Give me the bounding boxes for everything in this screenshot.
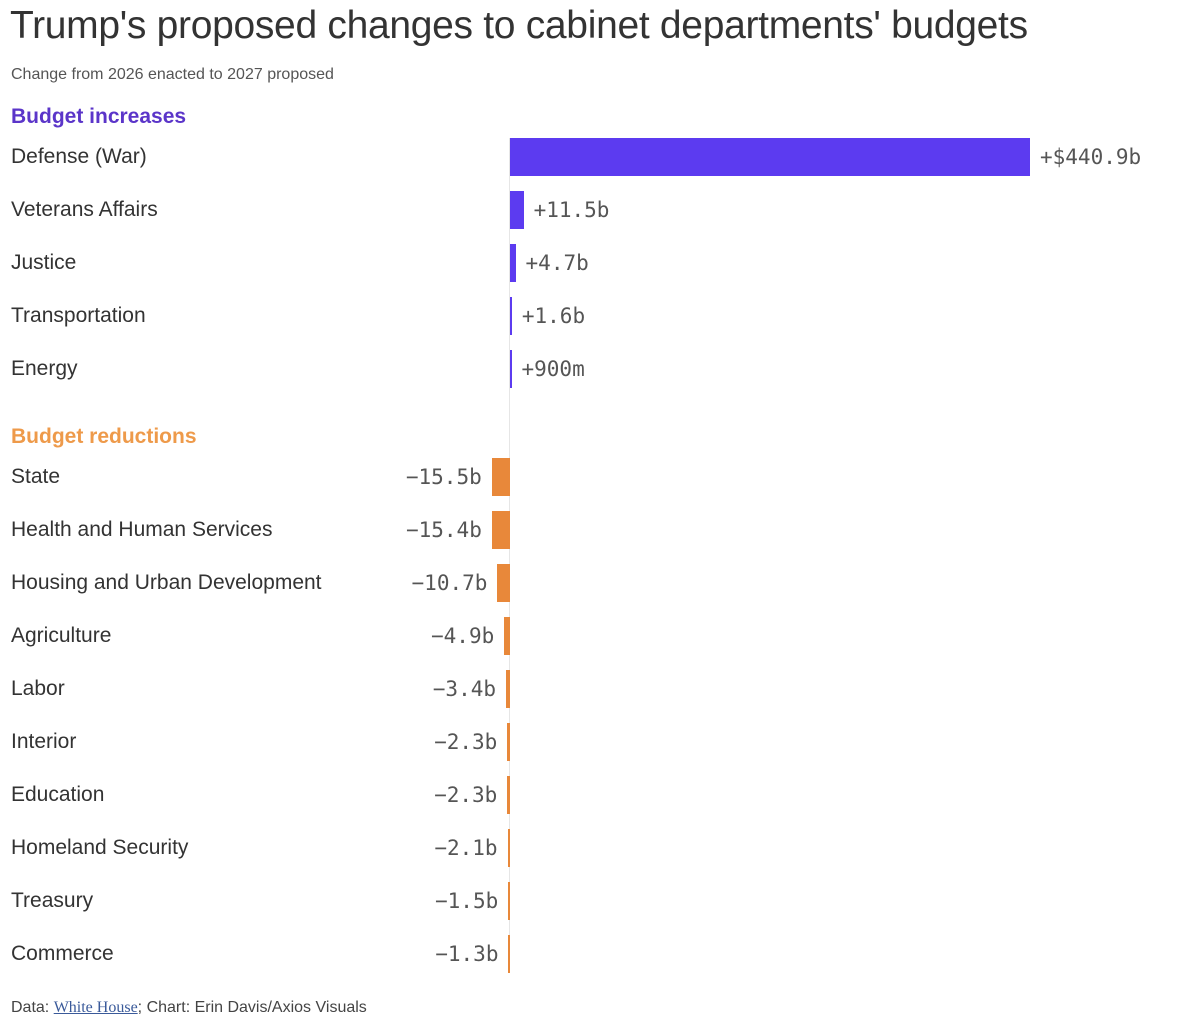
value-label: +$440.9b [1040,145,1142,169]
category-label: Homeland Security [11,836,189,859]
category-label: State [11,465,61,488]
zero-axis-line [509,138,510,973]
value-label: −2.3b [434,730,498,754]
category-label: Treasury [11,889,94,912]
category-label: Veterans Affairs [11,198,158,221]
value-label: −2.1b [434,836,498,860]
category-label: Transportation [11,304,146,327]
section-header-increases: Budget increases [11,105,187,128]
bar [505,670,510,708]
source-credit: Data: White House; Chart: Erin Davis/Axi… [11,999,367,1017]
chart-subtitle: Change from 2026 enacted to 2027 propose… [11,66,334,83]
value-label: +1.6b [521,304,586,328]
value-label: −3.4b [432,677,496,701]
bar [510,244,516,282]
bar [508,882,510,920]
bar [507,776,510,814]
category-label: Health and Human Services [11,518,273,541]
value-label: +11.5b [533,198,610,222]
bar [510,297,512,335]
value-label: +900m [521,357,585,381]
value-label: −1.3b [435,942,499,966]
value-label: +4.7b [525,251,589,275]
value-label: −4.9b [431,624,495,648]
bar [491,458,510,496]
category-label: Defense (War) [11,145,147,168]
value-label: −15.5b [405,465,482,489]
bar [510,191,524,229]
value-label: −15.4b [405,518,482,542]
bar [508,935,510,973]
category-label: Education [11,783,105,806]
bar [497,564,510,602]
bar [504,617,510,655]
value-label: −10.7b [411,571,488,595]
category-label: Housing and Urban Development [11,571,322,594]
value-label: −2.3b [434,783,498,807]
category-label: Energy [11,357,78,380]
bar [491,511,510,549]
bar [507,723,510,761]
bar [510,138,1030,176]
section-header-reductions: Budget reductions [11,425,197,448]
source-prefix: Data: [11,999,54,1016]
value-label: −1.5b [435,889,499,913]
source-suffix: ; Chart: Erin Davis/Axios Visuals [137,999,367,1016]
category-label: Justice [11,251,77,274]
category-label: Labor [11,677,65,700]
category-label: Interior [11,730,77,753]
category-label: Agriculture [11,624,112,647]
bar [510,350,512,388]
category-label: Commerce [11,942,114,965]
chart-title: Trump's proposed changes to cabinet depa… [10,4,1028,47]
source-link[interactable]: White House [53,999,138,1016]
bar [507,829,510,867]
